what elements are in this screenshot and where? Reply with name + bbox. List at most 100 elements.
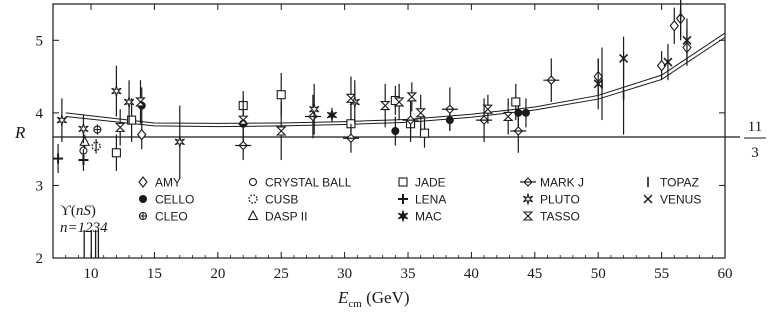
data-point [111,65,122,117]
x-tick-label: 40 [464,266,479,282]
legend-label: DASP II [265,210,307,224]
x-tick-label: 45 [527,266,542,282]
marker-square [419,128,430,138]
reference-numerator: 11 [748,119,762,135]
legend-item-amy: AMY [138,176,181,190]
data-point [441,87,458,131]
marker-hourglass [393,97,405,107]
marker-hourglass [406,92,418,102]
x-axis-label: Ecm (GeV) [337,288,410,310]
marker-x-b [663,57,673,67]
legend-item-tasso: TASSO [522,210,580,224]
marker-star-open [174,136,185,148]
legend-item-lena: LENA [398,193,446,207]
legend-item-pluto: PLUTO [522,193,580,207]
x-tick-label: 30 [337,266,352,282]
legend-label: TASSO [540,210,580,224]
marker-diamond [138,176,148,188]
marker-star-filled [397,210,409,222]
plot-frame [52,3,726,259]
data-point [91,138,101,154]
data-point [78,149,89,171]
x-tick-label: 20 [210,266,225,282]
data-point [114,109,126,146]
marker-triangle [79,135,91,146]
data-point [78,114,89,144]
marker-square [398,177,408,187]
marker-hourglass [275,126,287,136]
marker-square [276,90,286,100]
marker-hourglass [502,111,514,122]
legend-label: MARK J [540,176,584,190]
series-tasso [114,76,514,161]
marker-star-open [56,114,67,126]
data-point [521,98,530,128]
marker-hourglass [345,93,357,103]
legend-item-cello: CELLO [139,193,194,207]
marker-hourglass [237,115,249,125]
legend-label: CRYSTAL BALL [265,176,352,190]
reference-line-group: 11 3 [53,119,766,161]
marker-diamond [669,19,679,32]
data-point [326,107,338,123]
data-point [127,98,137,142]
legend-label: CUSB [265,193,298,207]
series-dasp-ii [79,134,91,150]
data-point [619,36,629,81]
data-point [111,134,121,171]
data-point [593,58,603,110]
y-axis-label: R [14,123,26,142]
y-tick-label: 4 [36,106,44,122]
marker-x-b [619,53,629,63]
x-tick-label: 60 [718,266,733,282]
data-point [137,120,147,150]
data-point [669,7,679,44]
marker-hourglass [415,108,427,118]
legend-label: PLUTO [540,193,580,207]
legend-item-mac: MAC [397,210,442,224]
data-point [543,58,560,102]
series-cusb [91,138,101,154]
marker-diamond [137,128,147,141]
marker-star-filled [326,109,338,121]
marker-x-b [643,194,653,204]
data-point [682,18,692,63]
data-points [53,0,692,179]
marker-star-open [78,123,89,135]
legend-item-topaz: TOPAZ [647,176,699,190]
reference-denominator: 3 [751,145,759,161]
series-lena [53,144,89,174]
legend-label: CELLO [155,193,194,207]
series-pluto [56,65,360,179]
marker-x-b [593,79,603,89]
data-point [174,105,185,179]
legend-item-venus: VENUS [643,193,701,207]
legend-label: CLEO [155,210,188,224]
marker-filled-circle [521,108,530,117]
series-topaz [601,0,682,135]
data-point [393,83,405,121]
marker-hourglass [482,104,494,114]
data-point [275,101,287,161]
y-tick-label: 2 [36,251,44,267]
x-axis-label-sub: cm [348,298,362,310]
data-point [53,144,64,174]
upsilon-label-prefix: ϒ( [60,203,76,219]
legend-label: JADE [415,176,446,190]
x-axis-label-main: E [337,288,349,307]
y-tick-label: 5 [36,33,44,49]
marker-hourglass [114,122,126,132]
data-point [511,83,521,121]
legend-label: AMY [155,176,181,190]
x-axis-label-unit: (GeV) [362,288,410,307]
legend-item-cleo: CLEO [138,210,188,224]
series-mac [326,107,338,123]
data-point [415,94,427,131]
series-mark-j [235,58,560,161]
data-point [663,43,673,81]
marker-hourglass [135,97,146,107]
data-point [406,82,418,112]
marker-square [127,115,137,125]
